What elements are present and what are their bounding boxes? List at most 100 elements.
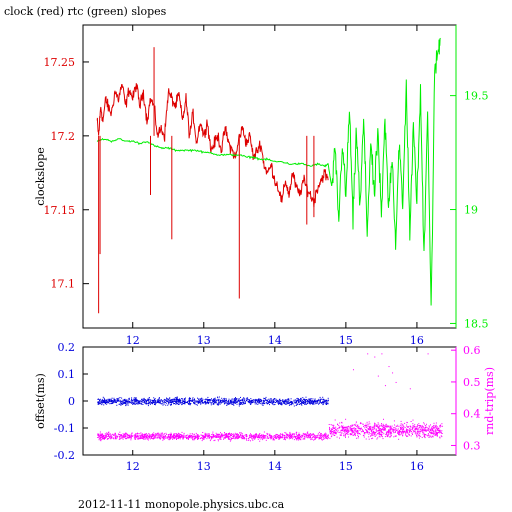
scatter-point [110,398,112,400]
scatter-point [204,435,206,437]
scatter-point [401,426,403,428]
scatter-point [252,436,254,438]
offset-points [97,396,329,407]
scatter-point [140,435,142,437]
scatter-point [156,436,158,438]
scatter-point [373,433,375,435]
scatter-point [251,399,253,401]
scatter-point [236,433,238,435]
scatter-point [309,398,311,400]
scatter-point [389,430,391,432]
scatter-point [176,402,178,404]
scatter-point [247,398,249,400]
scatter-point [364,425,366,427]
scatter-point [197,436,198,438]
scatter-point [157,435,159,437]
scatter-point [355,430,357,432]
scatter-point [160,438,162,439]
scatter-point [261,435,263,437]
scatter-point [245,398,247,400]
scatter-point [433,433,434,435]
footer-label: 2012-11-11 monopole.physics.ubc.ca [78,498,285,511]
scatter-point [193,399,195,401]
scatter-point [259,403,261,404]
top-y-right-tick-label: 18.5 [464,317,489,330]
scatter-point [136,435,138,436]
scatter-point [235,399,236,401]
scatter-point [330,424,332,426]
scatter-point [246,435,248,437]
scatter-point [221,402,222,404]
scatter-point [217,397,219,399]
scatter-point [265,396,267,398]
scatter-point [179,435,180,437]
scatter-point [113,433,115,435]
scatter-point [313,402,315,404]
scatter-point [320,399,321,401]
scatter-point [232,398,234,400]
scatter-point [386,426,388,428]
scatter-point [248,399,250,400]
scatter-point [176,434,177,436]
scatter-point [267,399,268,401]
scatter-point [287,400,289,402]
scatter-point [296,404,298,406]
scatter-point [173,403,174,405]
scatter-point [113,438,115,440]
scatter-point [357,425,358,427]
scatter-point [365,438,367,440]
scatter-point [287,402,288,404]
scatter-point [244,401,246,403]
scatter-point [140,436,142,438]
scatter-point [128,434,130,436]
scatter-point [194,437,195,439]
scatter-point [215,399,217,401]
scatter-point [168,439,170,441]
scatter-point [246,438,247,440]
scatter-point [141,434,143,436]
scatter-point [119,437,121,439]
scatter-point [109,433,111,435]
scatter-point [377,430,379,432]
scatter-point [228,434,230,436]
scatter-point [208,437,210,439]
scatter-point [166,400,168,402]
scatter-point [310,434,312,436]
scatter-point [323,401,325,402]
scatter-point [119,435,121,437]
scatter-point [223,437,225,439]
scatter-point [332,427,334,429]
scatter-point [321,402,323,404]
scatter-point [380,430,382,432]
scatter-point [124,433,126,435]
scatter-point [99,438,101,440]
scatter-point [414,431,416,433]
scatter-point [206,399,208,401]
scatter-point [272,399,274,401]
scatter-point [261,434,263,436]
scatter-point [422,431,423,433]
scatter-point [223,397,225,399]
scatter-point [289,431,291,433]
scatter-point [431,432,433,434]
scatter-point [153,432,155,434]
scatter-point [439,425,441,427]
scatter-point [406,435,408,437]
scatter-point [311,402,312,404]
scatter-point [230,435,232,437]
scatter-point [298,434,299,436]
scatter-point [243,402,245,403]
scatter-point [365,426,367,428]
scatter-point [249,400,251,402]
scatter-point [131,398,132,400]
scatter-point [148,436,150,438]
scatter-point [136,402,137,404]
scatter-point [383,424,384,426]
scatter-point [157,399,159,401]
scatter-point [153,434,155,436]
scatter-point [317,436,319,438]
scatter-point [432,435,434,437]
scatter-point [236,403,238,405]
scatter-point [112,401,114,403]
scatter-point [177,437,179,439]
